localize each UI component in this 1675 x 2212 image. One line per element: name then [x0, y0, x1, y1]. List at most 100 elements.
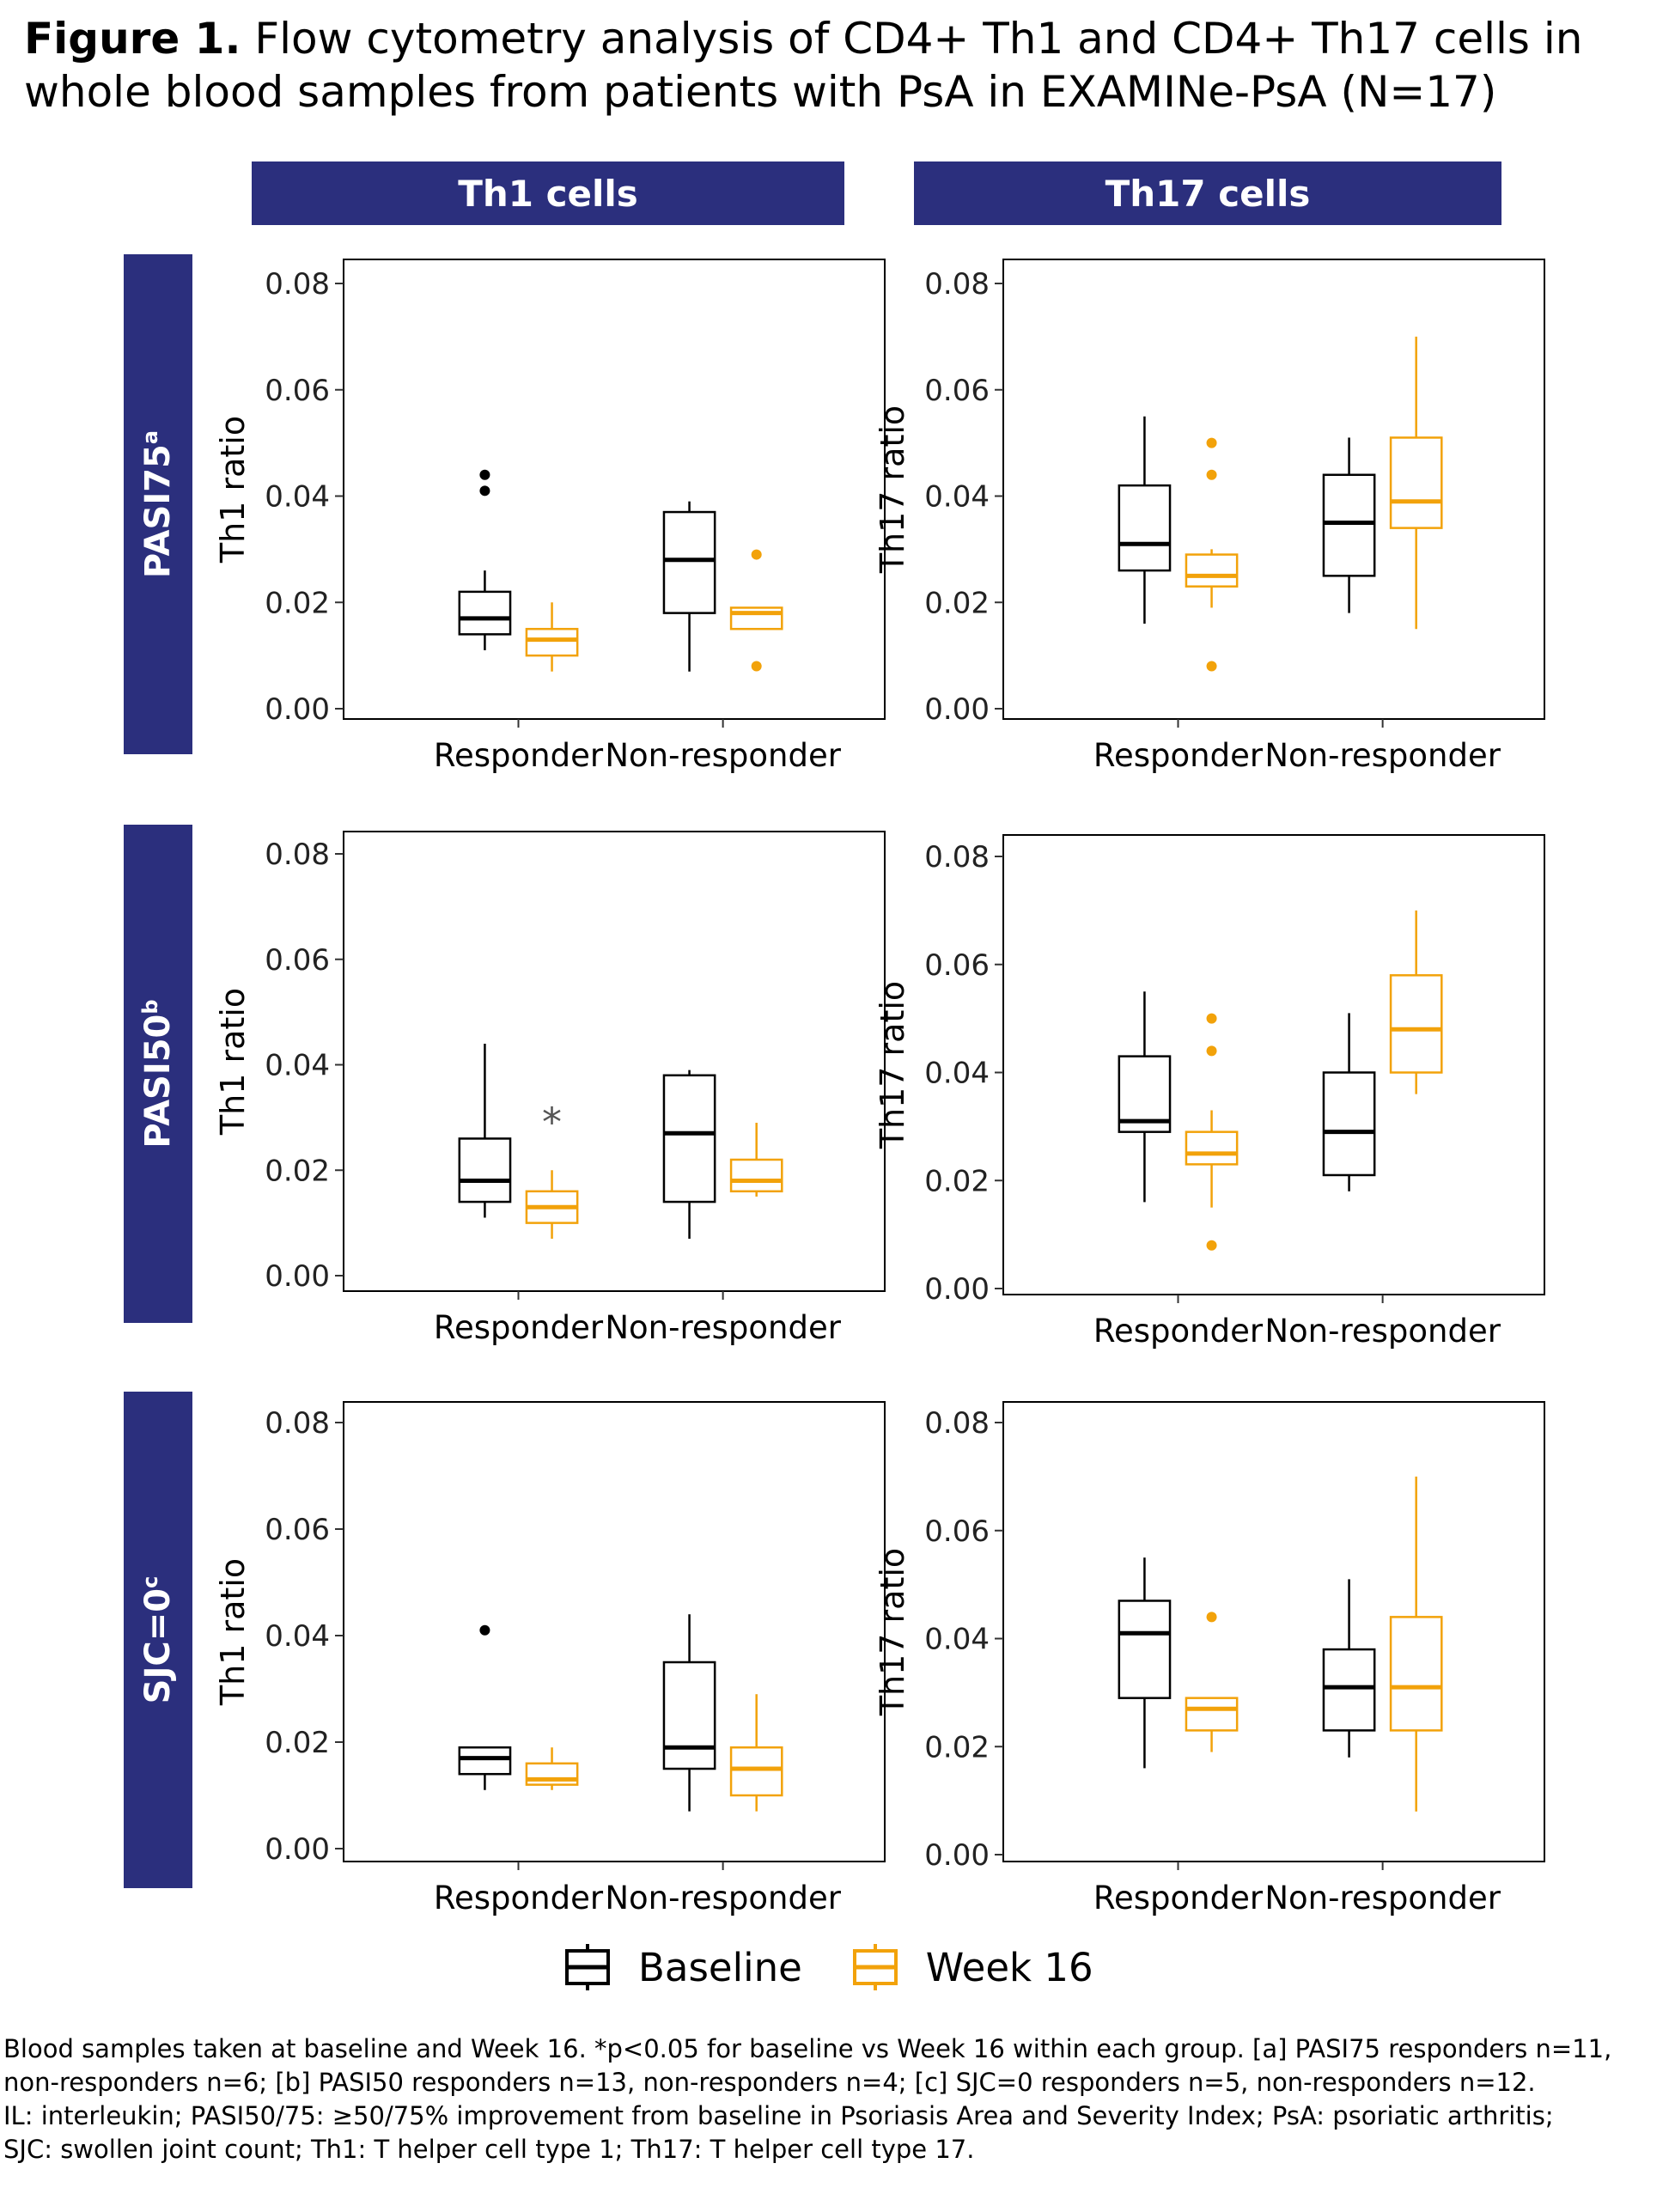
- box-baseline-responder-iqr: [1118, 1600, 1172, 1699]
- column-header-th1: Th1 cells: [252, 161, 844, 225]
- box-week-16-non-responder-iqr: [729, 1746, 783, 1797]
- y-tick-label: 0.04: [924, 1057, 990, 1091]
- box-week-16-responder-outlier: [1206, 661, 1217, 672]
- row-header-pasi50: PASI50b: [124, 825, 192, 1323]
- y-tick-label: 0.06: [265, 374, 330, 408]
- box-baseline-non-responder-iqr: [1322, 1648, 1376, 1732]
- x-tick-label-responder: Responder: [1093, 1880, 1264, 1916]
- y-tick-label: 0.08: [265, 1406, 330, 1441]
- significance-marker: *: [542, 1100, 562, 1146]
- y-tick-label: 0.04: [265, 1049, 330, 1083]
- box-baseline-responder-outlier: [479, 469, 490, 480]
- box-week-16-responder-outlier: [1206, 1013, 1217, 1024]
- box-week-16-non-responder-iqr: [1389, 974, 1443, 1074]
- chart-sjc0-th17: 0.00 0.02 0.04 0.06 0.08 Th17 ratio Responder N…: [874, 1401, 1545, 1916]
- y-tick-label: 0.08: [924, 267, 990, 302]
- box-baseline-responder-iqr: [1118, 484, 1172, 572]
- column-header-th17: Th17 cells: [914, 161, 1501, 225]
- figure-title-text: Flow cytometry analysis of CD4+ Th1 and …: [24, 14, 1583, 117]
- box-week-16-responder-iqr: [1185, 1130, 1239, 1166]
- box-baseline-non-responder-iqr: [662, 1661, 716, 1770]
- box-week-16-responder-outlier: [1206, 1045, 1217, 1057]
- y-tick-label: 0.06: [924, 1514, 990, 1549]
- panel-sjc0-th17: 0.00 0.02 0.04 0.06 0.08 Th17 ratio Responder N…: [859, 1400, 1545, 1924]
- row-header-pasi75: PASI75a: [124, 254, 192, 754]
- box-baseline-responder-outlier: [479, 1624, 490, 1636]
- chart-pasi75-th17: 0.00 0.02 0.04 0.06 0.08 Th17 ratio Responder N…: [874, 259, 1545, 774]
- box-week-16-responder-outlier: [1206, 437, 1217, 448]
- box-baseline-responder-outlier: [479, 485, 490, 497]
- box-week-16-responder-iqr: [1185, 553, 1239, 588]
- y-tick-label: 0.02: [265, 1726, 330, 1760]
- y-axis-label: Th17 ratio: [874, 405, 911, 574]
- panel-pasi75-th1: 0.00 0.02 0.04 0.06 0.08 Th1 ratio Responder No…: [199, 258, 886, 782]
- y-tick-label: 0.02: [265, 586, 330, 620]
- x-tick-label-non-responder: Non-responder: [605, 1309, 841, 1346]
- legend-label-baseline: Baseline: [638, 1944, 802, 1990]
- x-tick-label-responder: Responder: [434, 737, 604, 774]
- y-tick-label: 0.00: [924, 1272, 990, 1307]
- chart-pasi50-th17: 0.00 0.02 0.04 0.06 0.08 Th17 ratio Responder N…: [874, 834, 1545, 1350]
- plot-frame: [343, 1401, 886, 1862]
- y-tick-label: 0.00: [265, 692, 330, 727]
- footnote-line: IL: interleukin; PASI50/75: ≥50/75% impr…: [3, 2101, 1554, 2130]
- plot-frame: [1002, 1401, 1545, 1862]
- footnote-line: Blood samples taken at baseline and Week…: [3, 2034, 1612, 2063]
- chart-sjc0-th1: 0.00 0.02 0.04 0.06 0.08 Th1 ratio Responder No…: [214, 1401, 886, 1916]
- box-baseline-responder-iqr: [458, 590, 512, 636]
- plot-frame: [343, 831, 886, 1292]
- box-baseline-non-responder-iqr: [662, 510, 716, 614]
- box-week-16-non-responder-outlier: [751, 661, 762, 672]
- box-week-16-responder-outlier: [1206, 1240, 1217, 1251]
- y-tick-label: 0.08: [265, 267, 330, 302]
- panel-pasi50-th1: 0.00 0.02 0.04 0.06 0.08 Th1 ratio Responder No…: [199, 830, 886, 1354]
- x-tick-label-responder: Responder: [434, 1880, 604, 1916]
- footnote-line: non-responders n=6; [b] PASI50 responder…: [3, 2068, 1536, 2097]
- y-axis-label: Th17 ratio: [874, 981, 911, 1149]
- x-tick-label-non-responder: Non-responder: [605, 1880, 841, 1916]
- y-tick-label: 0.08: [265, 838, 330, 872]
- plot-frame: [1002, 259, 1545, 720]
- footnote-line: SJC: swollen joint count; Th1: T helper …: [3, 2135, 975, 2164]
- y-tick-label: 0.04: [265, 1619, 330, 1654]
- y-tick-label: 0.06: [924, 948, 990, 983]
- y-tick-label: 0.06: [924, 374, 990, 408]
- y-tick-label: 0.04: [924, 1623, 990, 1657]
- box-week-16-responder-outlier: [1206, 1612, 1217, 1623]
- x-tick-label-non-responder: Non-responder: [1264, 1313, 1501, 1350]
- y-axis-label: Th17 ratio: [874, 1548, 911, 1716]
- y-tick-label: 0.02: [265, 1154, 330, 1188]
- y-tick-label: 0.00: [265, 1259, 330, 1294]
- box-week-16-non-responder-iqr: [1389, 436, 1443, 529]
- figure-label: Figure 1.: [24, 14, 241, 64]
- chart-pasi50-th1: 0.00 0.02 0.04 0.06 0.08 Th1 ratio Responder No…: [214, 831, 886, 1346]
- y-tick-label: 0.00: [924, 1838, 990, 1873]
- y-tick-label: 0.02: [924, 1730, 990, 1764]
- x-tick-label-responder: Responder: [1093, 737, 1264, 774]
- y-tick-label: 0.00: [924, 692, 990, 727]
- row-label-sjc0: SJC=0c: [137, 1575, 179, 1704]
- legend: Baseline Week 16: [563, 1937, 1142, 1997]
- box-week-16-non-responder-iqr: [1389, 1616, 1443, 1732]
- x-tick-label-non-responder: Non-responder: [1264, 1880, 1501, 1916]
- row-label-pasi75: PASI75a: [137, 430, 179, 579]
- box-baseline-non-responder-iqr: [662, 1074, 716, 1203]
- plot-frame: [1002, 834, 1545, 1295]
- panel-pasi50-th17: 0.00 0.02 0.04 0.06 0.08 Th17 ratio Responder N…: [859, 833, 1545, 1357]
- y-tick-label: 0.06: [265, 943, 330, 978]
- panel-pasi75-th17: 0.00 0.02 0.04 0.06 0.08 Th17 ratio Responder N…: [859, 258, 1545, 782]
- y-tick-label: 0.04: [924, 480, 990, 515]
- legend-key-baseline: [565, 1944, 610, 1990]
- figure-title: Figure 1. Flow cytometry analysis of CD4…: [24, 12, 1665, 119]
- panel-sjc0-th1: 0.00 0.02 0.04 0.06 0.08 Th1 ratio Responder No…: [199, 1400, 886, 1924]
- box-baseline-responder-iqr: [458, 1746, 512, 1776]
- y-tick-label: 0.00: [265, 1832, 330, 1867]
- legend-key-week16: [852, 1944, 898, 1990]
- x-tick-label-non-responder: Non-responder: [605, 737, 841, 774]
- box-baseline-responder-iqr: [458, 1137, 512, 1203]
- y-axis-label: Th1 ratio: [214, 988, 252, 1136]
- y-tick-label: 0.02: [924, 586, 990, 620]
- x-tick-label-non-responder: Non-responder: [1264, 737, 1501, 774]
- legend-item-baseline: Baseline: [563, 1942, 802, 1992]
- y-tick-label: 0.08: [924, 1406, 990, 1441]
